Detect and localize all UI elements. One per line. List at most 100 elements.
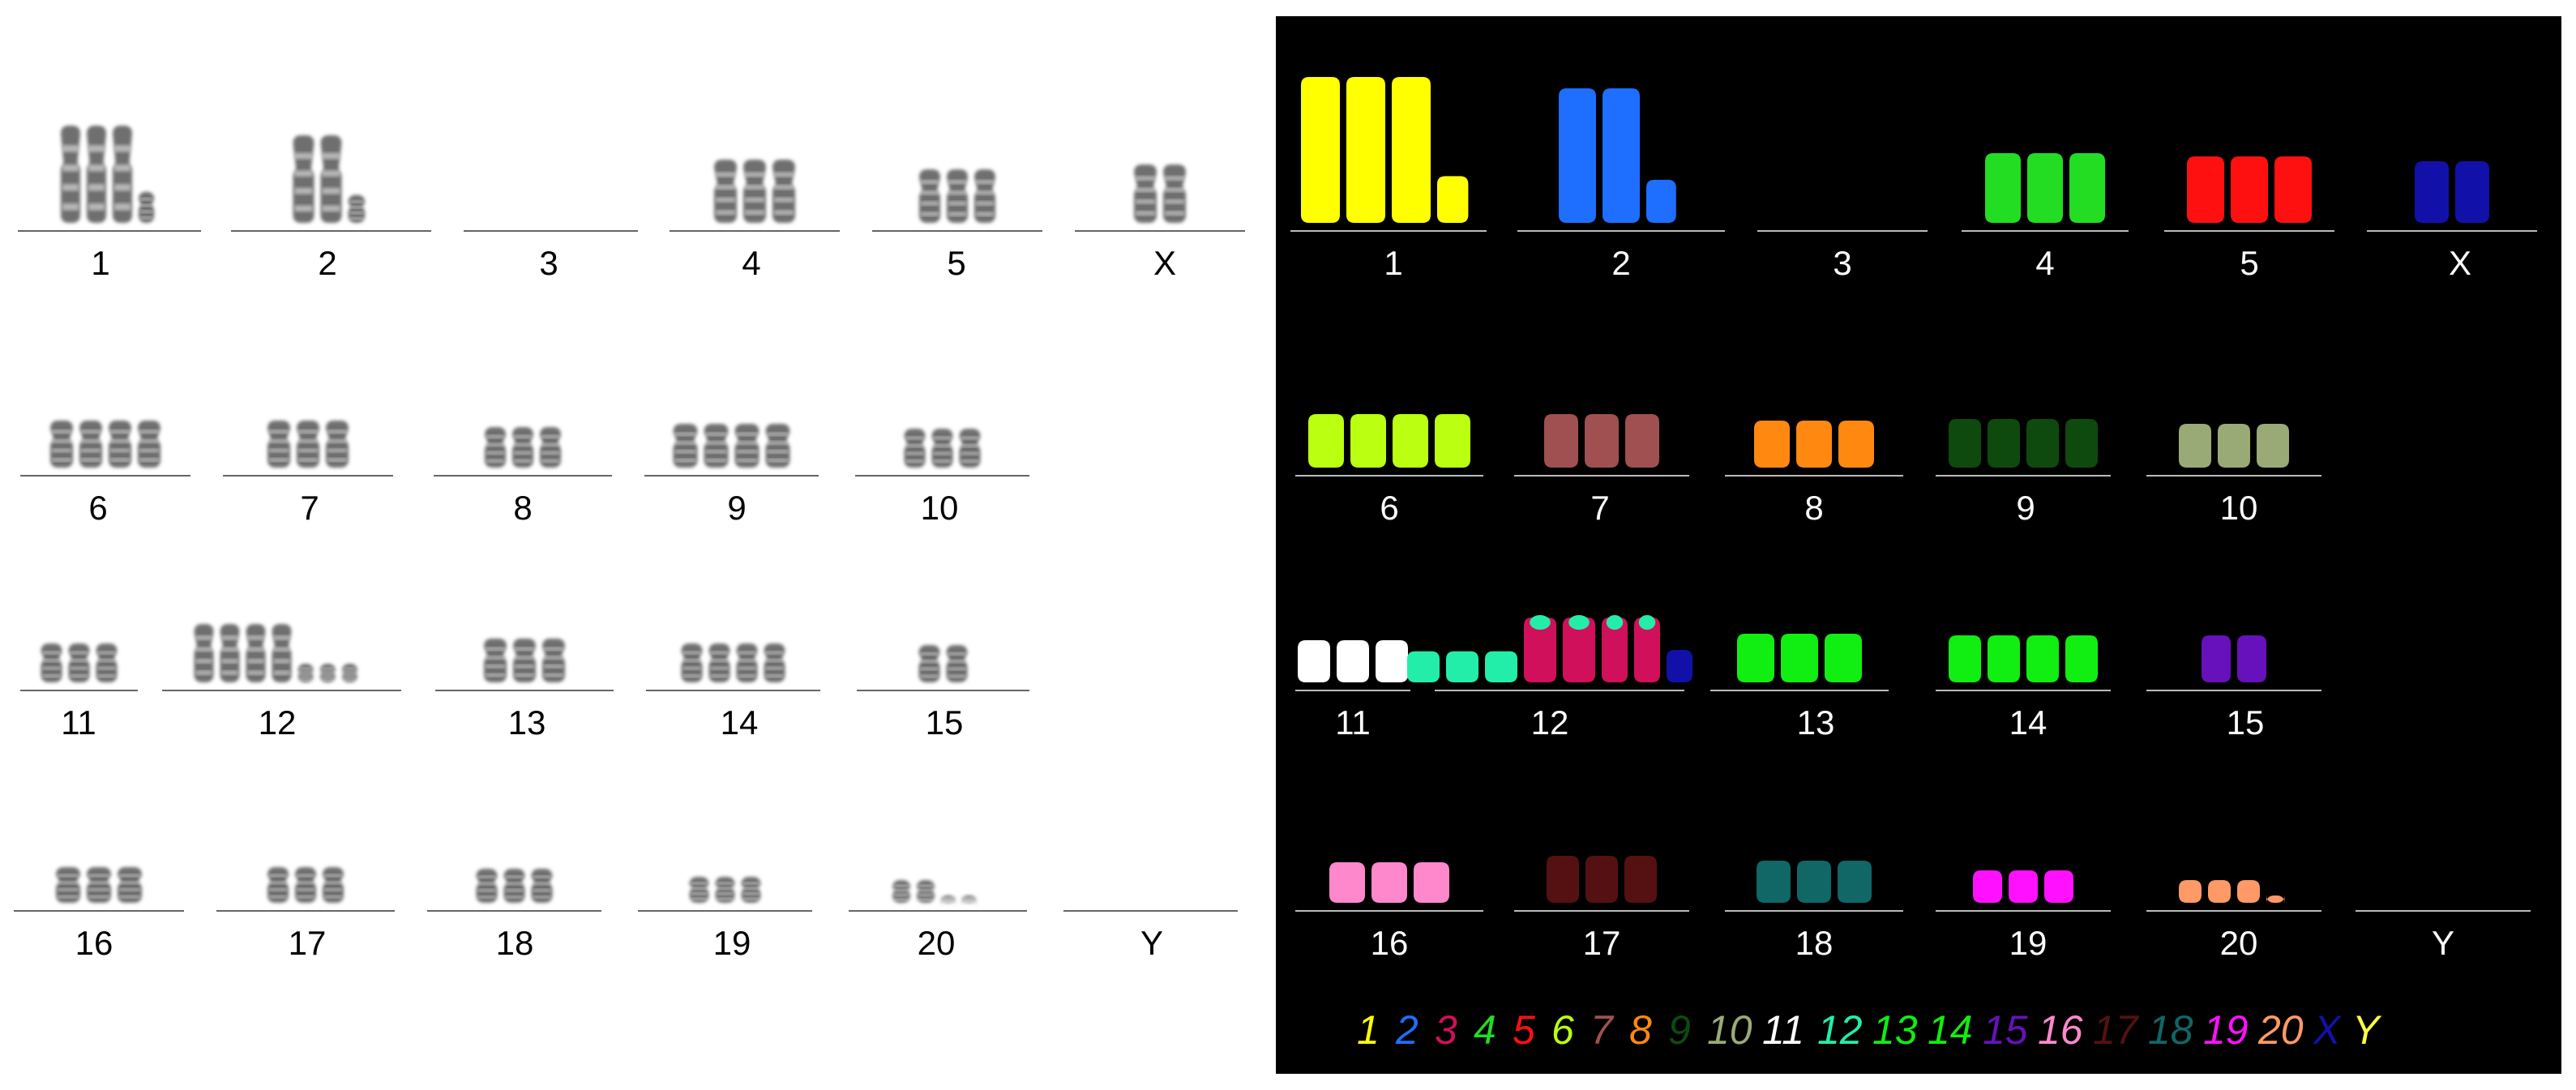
chromosome-12-6 [1602, 618, 1628, 682]
translocation-tip-7 [1638, 615, 1656, 630]
legend-item-y: Y [2352, 1007, 2382, 1053]
band-5-3-3 [976, 201, 994, 206]
band-11-1-2 [42, 659, 61, 662]
band-5-1-4 [921, 212, 939, 216]
band-2-1-3 [294, 187, 313, 194]
band-19-3-4 [742, 897, 760, 900]
chromosome-group-14: 14 [1936, 635, 2111, 742]
band-20-2-2 [918, 889, 933, 892]
chromosome-group-16: 16 [14, 867, 184, 962]
gbanded-karyogram: 1 2 3 4 5 X 6 7 8 9 10 11 12 13 14 15 16 17 18 19 20 Y [0, 0, 1276, 1090]
band-9-4-4 [767, 459, 789, 463]
band-19-3-2 [742, 887, 760, 890]
chromosome-label-19: 19 [713, 924, 751, 962]
band-12-7-3 [343, 674, 357, 678]
band-12-2-3 [221, 659, 238, 664]
band-12-4-1 [273, 635, 290, 640]
chromosome-group-7: 7 [223, 421, 393, 527]
band-5-2-3 [948, 201, 966, 206]
band-20-3-1 [943, 896, 954, 900]
chromosome-4-3 [2069, 153, 2105, 223]
band-6-3-2 [110, 439, 130, 443]
band-17-3-1 [324, 874, 342, 877]
chromosome-group-11: 11 [20, 643, 138, 742]
chromosome-7-2 [1585, 414, 1619, 468]
band-4-1-1 [716, 172, 735, 177]
chromosome-label-5: 5 [947, 244, 965, 282]
band-12-1-2 [195, 647, 212, 652]
chromosome-17-1 [1547, 856, 1579, 903]
chromosome-label-x: X [1153, 244, 1176, 282]
band-x-1-2 [1136, 187, 1155, 192]
band-4-3-1 [774, 172, 794, 177]
chromosome-label-y: Y [1140, 924, 1163, 962]
chromosome-label-16: 16 [75, 924, 113, 962]
band-20-4-4 [963, 901, 975, 904]
band-12-3-1 [247, 635, 264, 640]
band-4-2-1 [745, 172, 764, 177]
band-9-1-1 [674, 432, 696, 436]
chromosome-label-20: 20 [918, 924, 956, 962]
chromosome-14-3 [2026, 635, 2059, 682]
band-13-1-2 [486, 656, 505, 660]
chromosome-group-5: 5 [2164, 156, 2334, 282]
chromosome-label-3: 3 [1833, 244, 1851, 282]
chromosome-group-2: 2 [1517, 88, 1725, 282]
chromosome-group-13: 13 [435, 639, 614, 742]
band-6-2-1 [81, 430, 101, 434]
band-9-4-2 [767, 441, 789, 445]
band-1-4-2 [140, 203, 153, 207]
band-20-1-4 [894, 898, 909, 901]
band-12-5-2 [299, 671, 312, 674]
chromosome-label-4: 4 [742, 244, 760, 282]
legend-item-4: 4 [1474, 1007, 1496, 1053]
legend-item-13: 13 [1872, 1007, 1918, 1053]
band-12-4-4 [273, 670, 290, 675]
chromosome-group-20: 20 [849, 880, 1027, 962]
chromosome-11-1 [1298, 640, 1330, 682]
band-5-2-1 [948, 180, 966, 184]
band-1-1-3 [62, 184, 79, 191]
band-15-1-2 [920, 660, 939, 663]
chromosome-group-12: 12 [1407, 615, 1692, 742]
chromosome-label-7: 7 [1590, 489, 1609, 527]
band-x-1-3 [1136, 199, 1155, 204]
band-1-1-2 [62, 165, 79, 172]
chromosome-18-1 [1757, 861, 1791, 903]
band-12-6-4 [321, 678, 334, 682]
legend-item-12: 12 [1817, 1007, 1863, 1053]
chromosome-19-2 [2009, 870, 2038, 903]
band-4-3-3 [774, 197, 794, 203]
band-8-2-2 [514, 443, 532, 447]
band-7-1-3 [269, 448, 289, 452]
band-6-1-2 [52, 439, 71, 443]
band-14-3-3 [738, 666, 756, 670]
band-19-1-3 [691, 892, 708, 896]
chromosome-label-18: 18 [496, 924, 534, 962]
chromosome-2-1 [1559, 88, 1596, 223]
chromosome-label-5: 5 [2240, 244, 2258, 282]
chromosome-label-8: 8 [1804, 489, 1823, 527]
band-2-2-4 [322, 205, 340, 212]
chromosome-12-8 [1667, 650, 1692, 682]
band-1-1-4 [62, 203, 79, 211]
chromosome-group-18: 18 [427, 869, 601, 962]
chromosome-group-x: X [2367, 161, 2537, 282]
chromosome-x-1 [2415, 161, 2449, 223]
band-x-2-4 [1165, 211, 1184, 216]
band-20-2-3 [918, 893, 933, 896]
chromosome-2-3 [1646, 179, 1676, 223]
translocation-tip-4 [1530, 615, 1551, 630]
chromosome-5-2 [2231, 156, 2268, 223]
band-12-1-1 [195, 635, 212, 640]
legend-item-10: 10 [1707, 1007, 1752, 1053]
band-9-1-2 [674, 441, 696, 445]
chromosome-1-3 [1392, 77, 1431, 223]
band-11-2-4 [70, 674, 88, 678]
band-12-2-1 [221, 635, 238, 640]
legend-item-16: 16 [2038, 1007, 2083, 1053]
chromosome-8-2 [1796, 421, 1832, 468]
band-7-2-2 [298, 439, 318, 443]
band-18-1-2 [477, 882, 496, 885]
chromosome-18-2 [1797, 861, 1831, 903]
